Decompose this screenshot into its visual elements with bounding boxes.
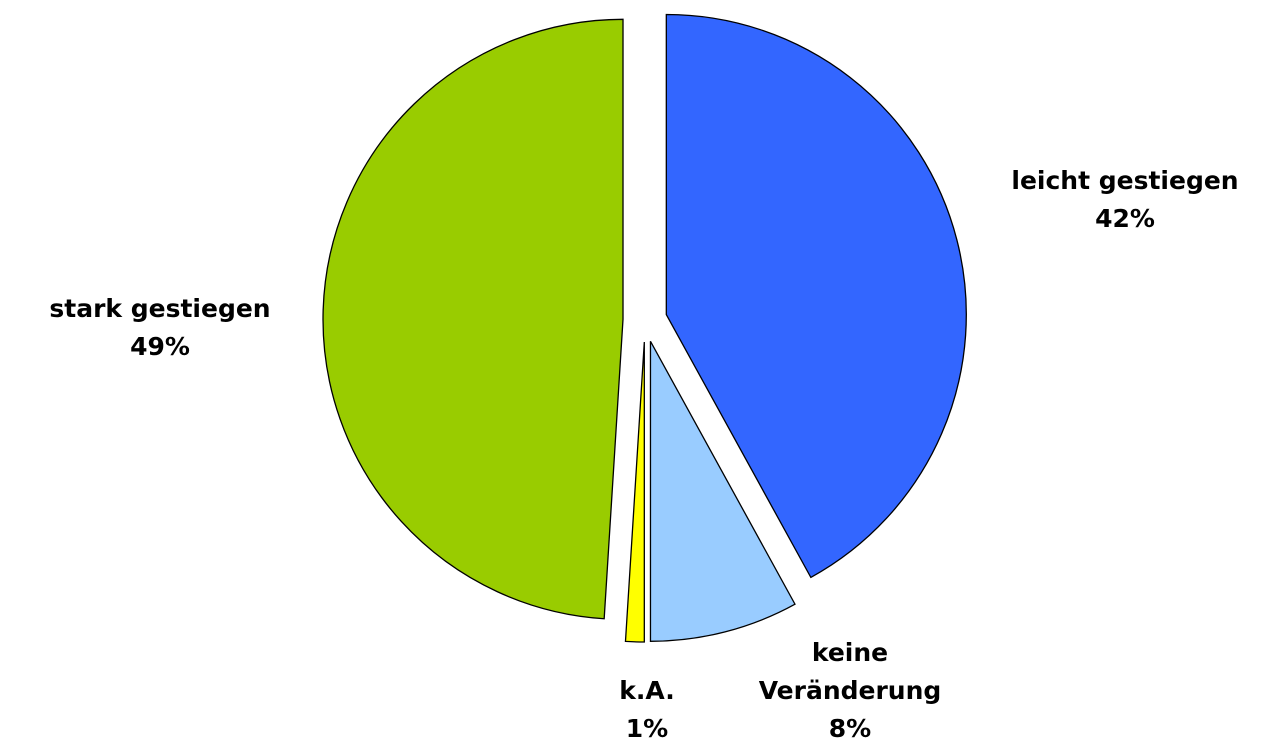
slice-label: leicht gestiegen 42% — [965, 162, 1277, 238]
category-label: k.A. — [619, 676, 675, 705]
pie-slice — [649, 340, 796, 642]
pie-slice — [322, 18, 624, 620]
category-label: stark gestiegen — [49, 294, 271, 323]
slice-label: keine Veränderung 8% — [730, 634, 970, 748]
category-label: keine Veränderung — [758, 638, 942, 705]
slice-label: k.A. 1% — [587, 672, 707, 748]
pie-slice — [624, 341, 645, 643]
pie-slice — [665, 13, 967, 579]
value-label: 8% — [828, 714, 872, 743]
value-label: 1% — [625, 714, 669, 743]
category-label: leicht gestiegen — [1011, 166, 1239, 195]
value-label: 49% — [130, 332, 190, 361]
slice-label: stark gestiegen 49% — [0, 290, 320, 366]
value-label: 42% — [1095, 204, 1155, 233]
